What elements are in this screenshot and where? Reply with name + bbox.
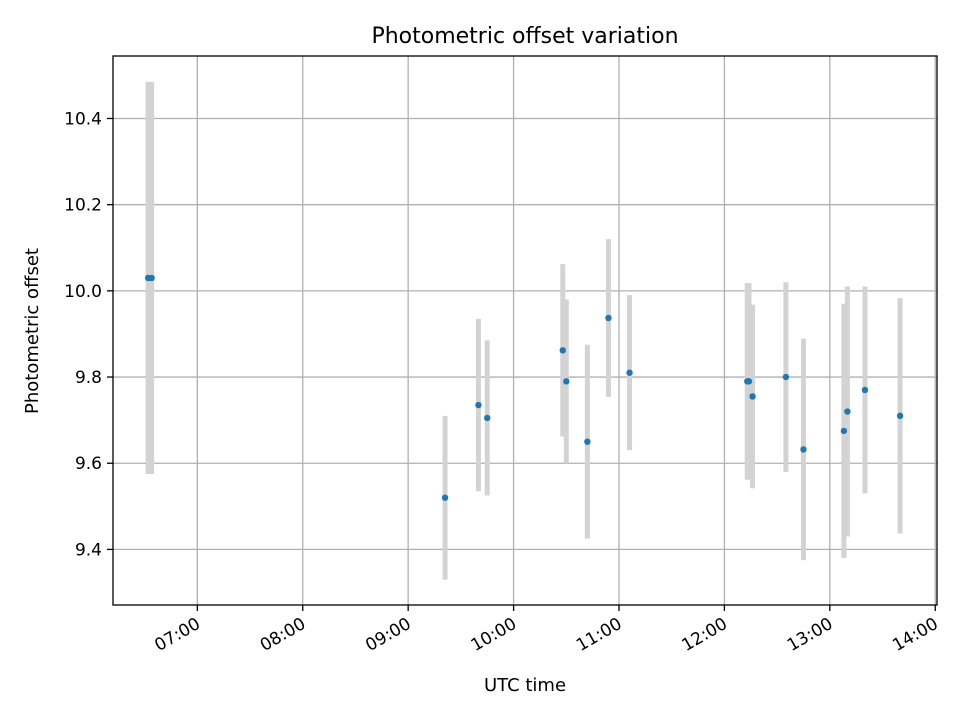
data-point: [605, 314, 612, 322]
data-point: [441, 494, 449, 501]
data-point: [148, 274, 155, 282]
data-point: [563, 378, 570, 385]
plot-frame: [112, 55, 938, 606]
y-tick-label: 10.4: [64, 109, 102, 129]
y-tick-label: 10.0: [64, 282, 102, 302]
data-point: [484, 414, 491, 422]
data-point: [475, 401, 482, 409]
data-point: [749, 393, 756, 400]
data-point: [844, 408, 851, 415]
y-tick-label: 9.6: [75, 454, 102, 474]
data-point: [584, 438, 591, 445]
y-axis-label: Photometric offset: [22, 248, 43, 414]
grid: [113, 56, 937, 605]
data-point: [626, 369, 633, 376]
data-point: [800, 446, 807, 453]
y-tick-label: 10.2: [64, 196, 102, 216]
data-point: [896, 412, 904, 420]
data-points: [144, 274, 904, 501]
y-tick-label: 9.4: [75, 540, 102, 560]
y-tick-label: 9.8: [75, 368, 102, 388]
chart-title: Photometric offset variation: [371, 24, 678, 49]
data-point: [840, 427, 848, 435]
data-point: [559, 347, 566, 354]
data-point: [745, 378, 753, 385]
data-point: [861, 386, 869, 394]
plot-area: [113, 56, 937, 605]
data-point: [782, 373, 790, 381]
y-axis-ticks: 9.4 9.6 9.8 10.0 10.2 10.4: [64, 109, 113, 560]
x-axis-label: UTC time: [484, 675, 566, 696]
